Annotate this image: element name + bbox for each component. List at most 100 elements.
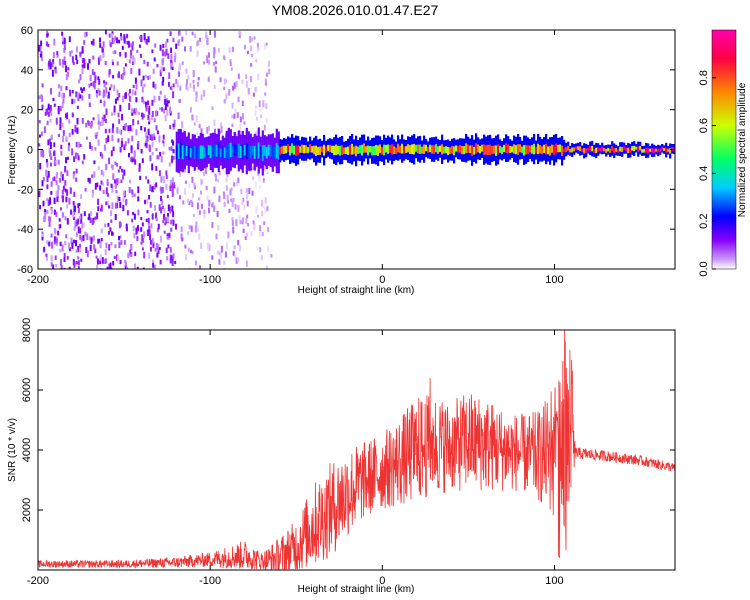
spectrogram-cell (40, 40, 43, 47)
spectrogram-cell (53, 209, 56, 215)
spectrogram-cell (75, 168, 78, 174)
spectrogram-cell (156, 110, 159, 116)
spectrogram-cell (118, 221, 121, 229)
spectrogram-cell (264, 197, 267, 204)
spectrogram-cell (359, 145, 362, 154)
spectrogram-cell (46, 107, 49, 115)
spectrogram-cell (169, 125, 172, 130)
spectrogram-cell (255, 58, 258, 63)
spectrogram-cell (46, 175, 49, 182)
spectrogram-cell (75, 46, 78, 53)
spectrogram-cell (114, 202, 117, 209)
spectrogram-cell (46, 184, 49, 190)
spectrogram-cell (218, 259, 221, 265)
spectrogram-cell (43, 126, 46, 134)
spectrogram-cell (153, 184, 156, 190)
spectrogram-cell (126, 41, 129, 45)
spectrogram-cell (523, 145, 526, 156)
spectrogram-cell (112, 75, 115, 79)
spectrogram-cell (465, 143, 468, 154)
spectrogram-cell (329, 144, 332, 152)
spectrogram-cell (549, 146, 552, 156)
spectrogram-cell (99, 260, 102, 265)
spectrogram-cell (128, 187, 131, 193)
spectrogram-cell (172, 83, 175, 88)
spectrogram-cell (132, 84, 135, 88)
spectrogram-cell (215, 60, 218, 65)
spectrogram-cell (114, 36, 117, 41)
spectrogram-cell (68, 266, 71, 269)
spectrogram-cell (143, 59, 146, 65)
spectrogram-cell (265, 117, 268, 124)
spectrogram-cell (63, 47, 66, 53)
spectrogram-cell (50, 162, 52, 167)
spectrogram-cell (132, 55, 135, 61)
spectrogram-cell (71, 89, 74, 94)
spectrogram-cell (91, 236, 94, 242)
spectrogram-cell (162, 67, 165, 71)
spectrogram-cell (120, 74, 123, 80)
spectrogram-cell (43, 218, 46, 222)
spectrogram-cell (112, 38, 115, 44)
spectrogram-cell (71, 56, 74, 63)
spectrogram-cell (62, 195, 64, 203)
spectrogram-cell (46, 198, 49, 202)
spectrogram-cell (177, 30, 180, 36)
spectrogram-cell (339, 146, 342, 156)
spectrogram-cell (144, 131, 147, 139)
spectrogram-cell (255, 206, 258, 210)
spectrogram-cell (68, 36, 71, 43)
spectrogram-cell (138, 163, 141, 169)
spectrogram-cell (93, 171, 96, 178)
spectrogram-cell (167, 100, 170, 104)
spectrogram-cell (473, 146, 476, 155)
spectrogram-cell (413, 143, 416, 155)
spectrogram-cell (76, 232, 78, 238)
spectrogram-cell (256, 42, 259, 48)
spectrogram-cell (230, 67, 233, 71)
spectrogram-cell (97, 57, 100, 65)
spectrogram-cell (172, 219, 175, 226)
spectrogram-cell (575, 146, 578, 150)
spectrogram-cell (547, 146, 550, 155)
spectrogram-cell (53, 38, 56, 46)
spectrogram-cell (205, 185, 208, 191)
spectrogram-cell (617, 149, 620, 153)
spectrogram-cell (260, 114, 263, 119)
spectrogram-cell (221, 146, 224, 159)
spectrogram-cell (196, 50, 199, 57)
spectrogram-cell (204, 167, 207, 175)
spectrogram-cell (263, 145, 266, 156)
spectrogram-cell (158, 95, 161, 101)
spectrogram-cell (102, 52, 105, 58)
spectrogram-cell (188, 201, 191, 205)
spectrogram-cell (88, 178, 91, 184)
spectrogram-cell (403, 146, 406, 154)
spectrogram-cell (127, 43, 130, 48)
spectrogram-cell (90, 41, 93, 45)
spectrogram-cell (149, 234, 151, 240)
spectrogram-cell (39, 163, 42, 170)
spectrogram-cell (54, 255, 57, 260)
spectrogram-cell (193, 146, 196, 159)
spectrogram-cell (301, 144, 304, 153)
spectrogram-cell (232, 85, 234, 91)
spectrogram-cell (137, 120, 140, 125)
spectrogram-cell (154, 43, 157, 48)
spectrogram-cell (60, 259, 62, 266)
spectrogram-cell (237, 73, 240, 80)
spectrogram-cell (259, 147, 262, 159)
spectrogram-cell (149, 184, 152, 192)
spectrogram-cell (81, 160, 84, 165)
spectrogram-cell (205, 35, 208, 39)
spectrogram-cell (153, 95, 156, 103)
spectrogram-cell (154, 248, 157, 252)
spectrogram-cell (218, 47, 220, 53)
spectrogram-cell (169, 179, 172, 186)
spectrogram-cell (120, 179, 123, 183)
spectrogram-cell (264, 92, 267, 96)
spectrogram-cell (215, 233, 218, 240)
spectrogram-cell (579, 146, 582, 152)
spectrogram-cell (161, 205, 164, 210)
